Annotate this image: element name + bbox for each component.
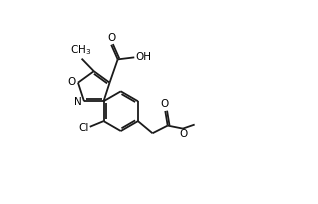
Text: O: O — [179, 129, 187, 139]
Text: O: O — [107, 33, 115, 43]
Text: O: O — [67, 77, 76, 87]
Text: Cl: Cl — [79, 123, 89, 133]
Text: N: N — [74, 97, 81, 107]
Text: O: O — [161, 99, 169, 109]
Text: CH$_3$: CH$_3$ — [70, 43, 92, 57]
Text: OH: OH — [135, 52, 151, 62]
